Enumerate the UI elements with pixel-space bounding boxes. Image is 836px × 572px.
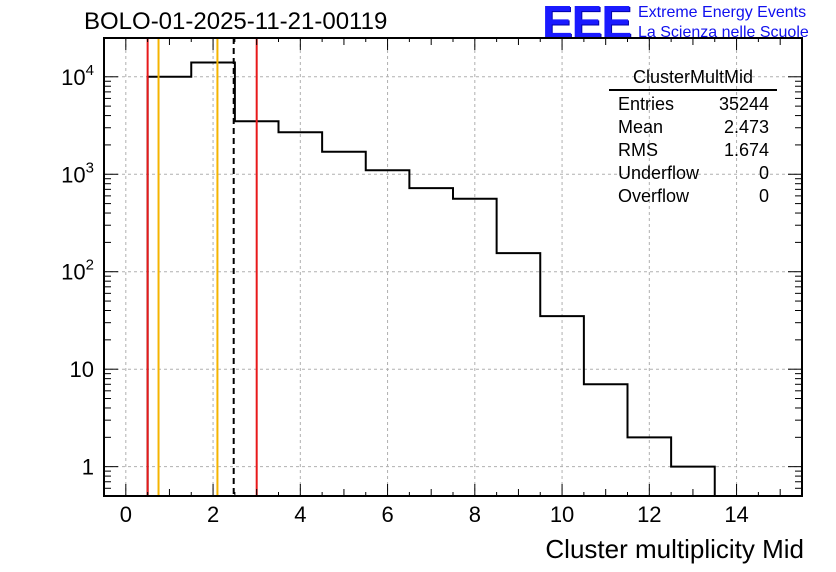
stats-value: 0	[758, 186, 769, 206]
grid-lines	[104, 38, 802, 496]
y-tick-exponent: 2	[86, 257, 94, 274]
stats-value: 35244	[718, 94, 769, 114]
x-tick-label: 14	[724, 502, 748, 527]
x-tick-label: 0	[120, 502, 132, 527]
eee-logo-mark: EEE	[542, 0, 632, 48]
stats-label: Mean	[618, 117, 664, 137]
stats-row-rms: RMS 1.674	[609, 139, 777, 162]
y-tick-label: 10	[70, 357, 94, 382]
stats-row-overflow: Overflow 0	[609, 185, 777, 208]
stats-row-mean: Mean 2.473	[609, 116, 777, 139]
histogram-bin	[584, 384, 628, 496]
stats-box: ClusterMultMid Entries 35244 Mean 2.473 …	[609, 66, 777, 208]
y-tick-label: 104	[61, 62, 94, 90]
histogram-bin	[148, 77, 192, 496]
histogram-bin	[409, 188, 453, 496]
x-tick-label: 2	[207, 502, 219, 527]
stats-row-underflow: Underflow 0	[609, 162, 777, 185]
y-tick-exponent: 4	[86, 62, 94, 79]
histogram-bin	[322, 152, 366, 496]
x-tick-label: 10	[550, 502, 574, 527]
logo-line-1: Extreme Energy Events	[638, 4, 807, 21]
x-tick-label: 4	[294, 502, 306, 527]
histogram-bin	[497, 253, 541, 496]
histogram-bins	[146, 61, 716, 496]
histogram-outline	[146, 61, 716, 496]
x-tick-label: 12	[637, 502, 661, 527]
x-tick-label: 6	[381, 502, 393, 527]
y-tick-label: 102	[61, 257, 94, 285]
y-tick-exponent: 3	[86, 159, 94, 176]
stats-value: 0	[758, 163, 769, 183]
stats-value: 1.674	[723, 140, 769, 160]
stats-label: Overflow	[618, 186, 690, 206]
y-tick-label: 1	[82, 455, 94, 480]
stats-value: 2.473	[723, 117, 769, 137]
stats-label: Underflow	[618, 163, 700, 183]
x-tick-label: 8	[469, 502, 481, 527]
logo-line-2: La Scienza nelle Scuole	[638, 24, 809, 41]
stats-title: ClusterMultMid	[609, 66, 777, 91]
stats-row-entries: Entries 35244	[609, 93, 777, 116]
y-tick-label: 103	[61, 159, 94, 187]
stats-label: RMS	[618, 140, 658, 160]
eee-logo: EEE Extreme Energy Events La Scienza nel…	[542, 0, 832, 48]
marker-lines	[146, 38, 258, 496]
chart-title: BOLO-01-2025-11-21-00119	[84, 8, 388, 35]
axis-ticks	[104, 38, 802, 496]
x-axis-label: Cluster multiplicity Mid	[545, 534, 804, 564]
stats-label: Entries	[618, 94, 675, 114]
